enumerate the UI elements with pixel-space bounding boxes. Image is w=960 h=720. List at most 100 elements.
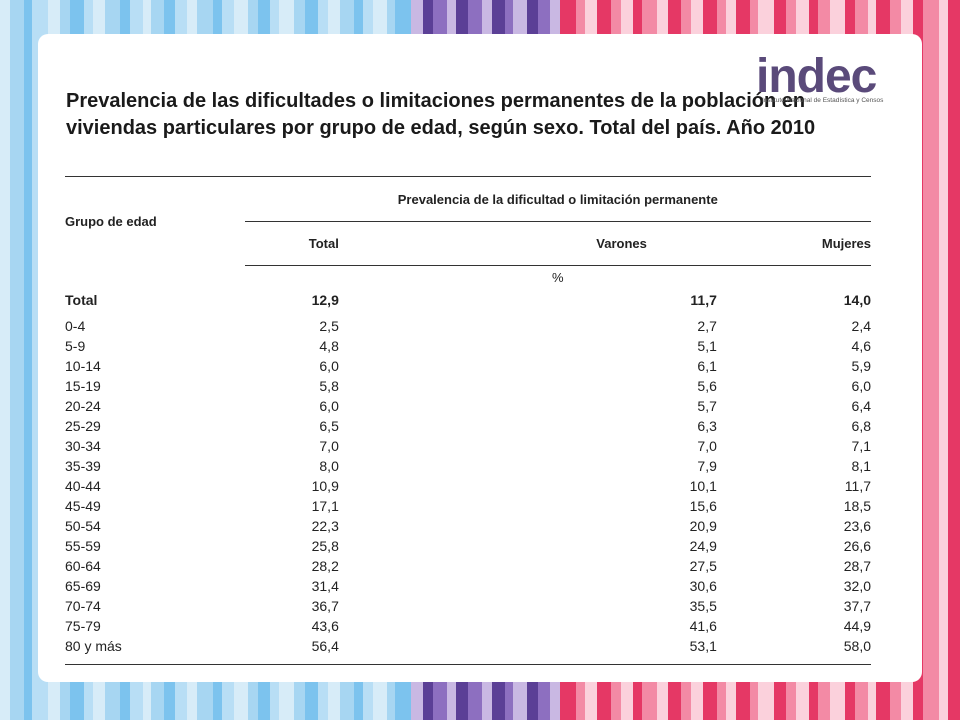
table-row: 15-19 5,8 5,6 6,0 [65, 376, 871, 396]
stripe [0, 0, 10, 720]
row-label: 55-59 [65, 538, 101, 554]
prevalence-table: Grupo de edad Prevalencia de la dificult… [65, 176, 871, 665]
cell-varones: 6,1 [697, 358, 717, 374]
cell-total: 17,1 [311, 498, 339, 514]
table-row: 50-54 22,3 20,9 23,6 [65, 516, 871, 536]
table-row: 40-44 10,9 10,1 11,7 [65, 476, 871, 496]
cell-total: 12,9 [311, 292, 339, 308]
cell-varones: 30,6 [689, 578, 717, 594]
table-row: 55-59 25,8 24,9 26,6 [65, 536, 871, 556]
cell-mujeres: 8,1 [851, 458, 871, 474]
table-row: 80 y más 56,4 53,1 58,0 [65, 636, 871, 665]
logo-wordmark: indec [756, 50, 877, 103]
cell-varones: 15,6 [689, 498, 717, 514]
stripe [923, 0, 940, 720]
group-header: Grupo de edad [65, 176, 245, 266]
stripe [23, 0, 32, 720]
cell-total: 25,8 [311, 538, 339, 554]
cell-total: 6,0 [319, 358, 339, 374]
row-label: 45-49 [65, 498, 101, 514]
cell-mujeres: 5,9 [851, 358, 871, 374]
row-label: 5-9 [65, 338, 86, 354]
cell-varones: 6,3 [697, 418, 717, 434]
cell-varones: 2,7 [697, 318, 717, 334]
cell-mujeres: 23,6 [843, 518, 871, 534]
row-label: 0-4 [65, 318, 86, 334]
table-row: 30-34 7,0 7,0 7,1 [65, 436, 871, 456]
cell-varones: 20,9 [689, 518, 717, 534]
cell-mujeres: 11,7 [844, 478, 871, 494]
cell-total: 6,0 [319, 398, 339, 414]
cell-mujeres: 44,9 [843, 618, 871, 634]
cell-varones: 27,5 [689, 558, 717, 574]
cell-mujeres: 4,6 [851, 338, 871, 354]
table-row-total: Total 12,9 11,7 14,0 [65, 288, 871, 316]
row-label: 50-54 [65, 518, 101, 534]
row-label: Total [65, 292, 98, 308]
cell-varones: 7,9 [697, 458, 717, 474]
cell-total: 4,8 [319, 338, 339, 354]
cell-varones: 41,6 [689, 618, 717, 634]
stripe [9, 0, 24, 720]
row-label: 80 y más [65, 636, 245, 665]
row-label: 60-64 [65, 558, 101, 574]
table-row: 5-9 4,8 5,1 4,6 [65, 336, 871, 356]
cell-mujeres: 28,7 [843, 558, 871, 574]
table-row: 45-49 17,1 15,6 18,5 [65, 496, 871, 516]
cell-varones: 10,1 [689, 478, 717, 494]
cell-total: 7,0 [319, 438, 339, 454]
cell-varones: 5,7 [697, 398, 717, 414]
stripe [948, 0, 960, 720]
indec-logo: indec Instituto Nacional de Estadística … [756, 52, 896, 112]
row-label: 40-44 [65, 478, 101, 494]
cell-varones: 24,9 [689, 538, 717, 554]
logo-subtitle: Instituto Nacional de Estadística y Cens… [762, 97, 884, 104]
cell-total: 36,7 [311, 598, 339, 614]
row-label: 75-79 [65, 618, 101, 634]
column-header-total: Total [244, 221, 339, 266]
cell-varones: 11,7 [690, 292, 717, 308]
cell-total: 6,5 [319, 418, 339, 434]
cell-total: 28,2 [311, 558, 339, 574]
cell-varones: 35,5 [689, 598, 717, 614]
cell-mujeres: 6,0 [851, 378, 871, 394]
cell-mujeres: 14,0 [843, 292, 871, 308]
cell-total: 2,5 [319, 318, 339, 334]
table-row: 10-14 6,0 6,1 5,9 [65, 356, 871, 376]
table-row: 20-24 6,0 5,7 6,4 [65, 396, 871, 416]
stripe [939, 0, 949, 720]
page-title: Prevalencia de las dificultades o limita… [66, 90, 816, 139]
cell-mujeres: 37,7 [843, 598, 871, 614]
cell-mujeres: 32,0 [843, 578, 871, 594]
table-row: 60-64 28,2 27,5 28,7 [65, 556, 871, 576]
cell-varones: 53,1 [338, 636, 717, 665]
row-label: 25-29 [65, 418, 101, 434]
row-label: 20-24 [65, 398, 101, 414]
table-row: 70-74 36,7 35,5 37,7 [65, 596, 871, 616]
cell-mujeres: 6,4 [851, 398, 871, 414]
table-row: 35-39 8,0 7,9 8,1 [65, 456, 871, 476]
cell-total: 43,6 [311, 618, 339, 634]
row-label: 35-39 [65, 458, 101, 474]
cell-total: 31,4 [311, 578, 339, 594]
cell-mujeres: 26,6 [843, 538, 871, 554]
cell-mujeres: 7,1 [851, 438, 871, 454]
cell-mujeres: 58,0 [716, 636, 871, 665]
table-row: 75-79 43,6 41,6 44,9 [65, 616, 871, 636]
row-label: 15-19 [65, 378, 101, 394]
row-label: 65-69 [65, 578, 101, 594]
table-row: 0-4 2,5 2,7 2,4 [65, 316, 871, 336]
column-header-varones: Varones [338, 221, 717, 266]
cell-mujeres: 18,5 [843, 498, 871, 514]
cell-total: 8,0 [319, 458, 339, 474]
cell-total: 5,8 [319, 378, 339, 394]
row-label: 10-14 [65, 358, 101, 374]
cell-varones: 5,6 [697, 378, 717, 394]
cell-total: 22,3 [311, 518, 339, 534]
cell-varones: 7,0 [697, 438, 717, 454]
row-label: 30-34 [65, 438, 101, 454]
unit-label: % [551, 269, 564, 285]
column-header-mujeres: Mujeres [716, 221, 871, 266]
row-label: 70-74 [65, 598, 101, 614]
cell-varones: 5,1 [697, 338, 717, 354]
